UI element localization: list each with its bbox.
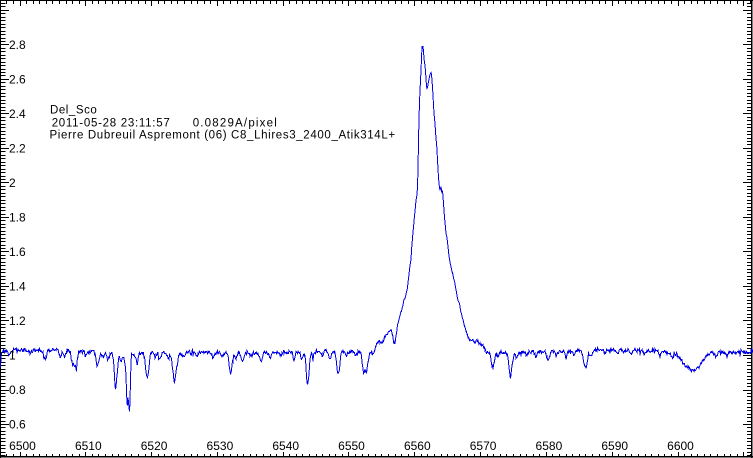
- svg-text:0.0829A/pixel: 0.0829A/pixel: [193, 117, 278, 129]
- svg-text:2.6: 2.6: [9, 73, 26, 87]
- svg-text:6560: 6560: [404, 439, 431, 453]
- svg-text:6590: 6590: [601, 439, 628, 453]
- svg-text:1.8: 1.8: [9, 211, 26, 225]
- svg-text:1.2: 1.2: [9, 314, 26, 328]
- svg-text:Pierre Dubreuil Aspremont (06): Pierre Dubreuil Aspremont (06) C8_Lhires…: [50, 130, 396, 142]
- svg-text:6570: 6570: [470, 439, 497, 453]
- svg-text:2011-05-28 23:11:57: 2011-05-28 23:11:57: [52, 117, 171, 129]
- svg-text:2: 2: [9, 176, 16, 190]
- svg-text:1: 1: [9, 349, 16, 363]
- svg-text:6540: 6540: [272, 439, 299, 453]
- svg-text:6550: 6550: [338, 439, 365, 453]
- svg-text:6500: 6500: [9, 439, 36, 453]
- svg-text:1.6: 1.6: [9, 245, 26, 259]
- svg-text:6600: 6600: [667, 439, 694, 453]
- svg-text:6510: 6510: [75, 439, 102, 453]
- svg-text:2.4: 2.4: [9, 107, 26, 121]
- svg-text:2.2: 2.2: [9, 142, 26, 156]
- svg-text:6520: 6520: [141, 439, 168, 453]
- svg-text:1.4: 1.4: [9, 280, 26, 294]
- svg-text:2.8: 2.8: [9, 38, 26, 52]
- svg-text:Del_Sco: Del_Sco: [50, 105, 97, 117]
- svg-text:0.8: 0.8: [9, 383, 26, 397]
- svg-text:6530: 6530: [207, 439, 234, 453]
- svg-text:0.6: 0.6: [9, 418, 26, 432]
- svg-text:6580: 6580: [536, 439, 563, 453]
